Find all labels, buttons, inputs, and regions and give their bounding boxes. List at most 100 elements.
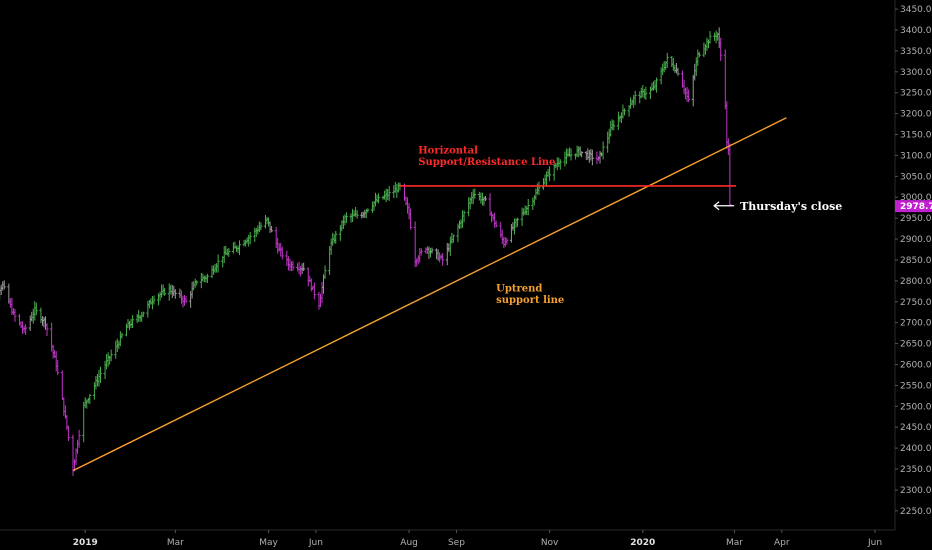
price-bar xyxy=(344,212,348,223)
price-bars xyxy=(0,27,732,476)
y-tick-label: 2250.00 xyxy=(900,507,932,517)
price-bar xyxy=(516,217,520,227)
y-tick-label: 3000.00 xyxy=(900,193,932,203)
price-bar xyxy=(483,195,487,202)
price-bar xyxy=(419,248,423,256)
price-bar xyxy=(612,120,616,131)
price-bar xyxy=(45,323,49,336)
price-bar xyxy=(98,366,102,383)
price-bar xyxy=(644,86,648,100)
x-tick-label: Mar xyxy=(167,538,184,548)
price-bar xyxy=(441,253,445,266)
price-bar xyxy=(708,31,712,44)
last-price-tag xyxy=(895,200,932,213)
price-bar xyxy=(494,220,498,228)
x-tick-label: Nov xyxy=(541,538,559,548)
y-tick-label: 2650.00 xyxy=(900,340,932,350)
price-bar xyxy=(558,159,562,170)
y-tick-label: 3200.00 xyxy=(900,110,932,120)
price-bar xyxy=(719,37,723,62)
y-axis: 2250.00 2300.00 2350.00 2400.00 2450.00 2500.… xyxy=(894,0,932,530)
x-tick-label: 2020 xyxy=(630,538,655,548)
price-bar xyxy=(216,254,220,273)
price-bar xyxy=(655,77,659,93)
x-tick-label: Jun xyxy=(308,538,323,548)
price-bar xyxy=(131,315,135,328)
price-bar xyxy=(569,148,573,161)
price-bar xyxy=(227,247,231,257)
price-bar xyxy=(24,324,28,335)
price-bar xyxy=(184,295,188,303)
price-bar xyxy=(173,289,177,299)
x-tick-label: 2019 xyxy=(73,538,98,548)
price-bar xyxy=(56,359,60,376)
y-tick-label: 2500.00 xyxy=(900,402,932,412)
price-bar xyxy=(77,429,81,448)
y-tick-label: 3450.00 xyxy=(900,5,932,15)
price-bar xyxy=(590,149,594,166)
x-tick-label: Apr xyxy=(774,538,790,548)
trend-lines xyxy=(72,117,787,472)
price-bar xyxy=(152,295,156,305)
price-bar xyxy=(259,222,263,231)
price-bar xyxy=(665,52,669,69)
price-bar xyxy=(548,166,552,182)
price-bar xyxy=(141,311,145,318)
x-tick-label: May xyxy=(259,538,278,548)
price-bar xyxy=(195,280,199,286)
price-bar xyxy=(302,262,306,272)
price-bar xyxy=(728,143,732,207)
price-bar xyxy=(323,265,327,279)
support-label: Uptrend xyxy=(496,283,542,294)
thursday-close-label: Thursday's close xyxy=(740,200,842,213)
last-price-label: 2978.77 xyxy=(900,202,932,212)
price-bar xyxy=(2,280,6,290)
x-tick-label: Jun xyxy=(867,538,882,548)
uptrend-support-line xyxy=(72,117,787,472)
price-bar xyxy=(13,308,17,322)
x-axis: 2019 Mar May Jun Aug Sep Nov 2020 Mar Apr Jun xyxy=(0,529,895,548)
y-tick-label: 3300.00 xyxy=(900,68,932,78)
y-tick-label: 2900.00 xyxy=(900,235,932,245)
price-bar xyxy=(280,246,284,260)
price-bar xyxy=(312,282,316,300)
y-tick-label: 2800.00 xyxy=(900,277,932,287)
price-bar xyxy=(34,302,38,316)
y-tick-label: 3150.00 xyxy=(900,131,932,141)
x-tick-label: Mar xyxy=(726,538,743,548)
price-bar xyxy=(473,188,477,199)
y-tick-label: 3250.00 xyxy=(900,89,932,99)
price-bar xyxy=(687,89,691,103)
y-tick-label: 3100.00 xyxy=(900,151,932,161)
y-tick-label: 2350.00 xyxy=(900,465,932,475)
price-bar xyxy=(622,108,626,116)
y-tick-label: 2750.00 xyxy=(900,298,932,308)
price-bar xyxy=(120,332,124,339)
y-tick-label: 2950.00 xyxy=(900,214,932,224)
x-tick-label: Sep xyxy=(448,538,465,548)
y-tick-label: 2450.00 xyxy=(900,423,932,433)
price-bar xyxy=(430,247,434,254)
price-bar xyxy=(238,240,242,256)
resistance-label: Support/Resistance Line xyxy=(418,157,555,168)
price-bar xyxy=(451,234,455,243)
price-bar xyxy=(205,273,209,283)
y-tick-label: 2550.00 xyxy=(900,381,932,391)
y-tick-label: 2700.00 xyxy=(900,319,932,329)
x-tick-label: Aug xyxy=(400,538,418,548)
price-bar xyxy=(248,232,252,245)
price-bar xyxy=(387,186,391,201)
y-tick-label: 2850.00 xyxy=(900,256,932,266)
price-bar xyxy=(601,141,605,160)
y-tick-label: 2600.00 xyxy=(900,360,932,370)
price-bar xyxy=(697,51,701,58)
price-bar xyxy=(270,225,274,233)
price-bar xyxy=(505,237,509,245)
y-tick-label: 3050.00 xyxy=(900,172,932,182)
price-bar xyxy=(526,198,530,216)
y-tick-label: 3400.00 xyxy=(900,26,932,36)
price-bar xyxy=(409,208,413,230)
